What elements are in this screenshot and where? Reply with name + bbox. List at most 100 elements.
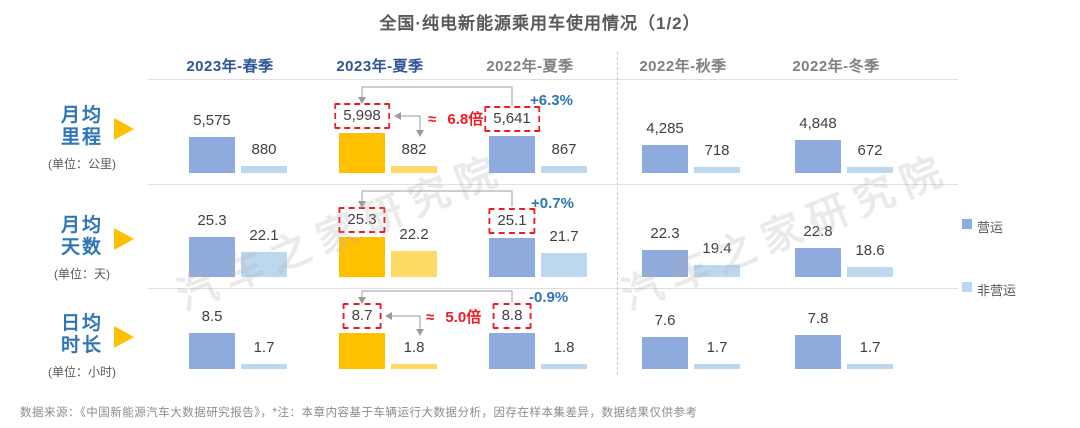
legend-label: 营运 [977, 220, 1004, 235]
column-header-3: 2022年-秋季 [639, 58, 727, 75]
row-unit-1: (单位：天) [54, 267, 110, 281]
value-non-operating: 1.8 [403, 339, 425, 356]
value-operating: 25.3 [197, 212, 227, 229]
value-operating: 8.8 [492, 303, 532, 329]
value-non-operating: 718 [704, 142, 730, 159]
bar-operating [189, 237, 235, 277]
bar-operating [795, 248, 841, 277]
bar-non-operating [847, 364, 893, 369]
column-header-4: 2022年-冬季 [792, 58, 880, 75]
value-operating: 7.6 [654, 312, 676, 329]
value-non-operating: 22.1 [249, 227, 279, 244]
bar-non-operating [694, 167, 740, 173]
bar-operating [642, 145, 688, 173]
yoy-annotation-hours: -0.9% [529, 289, 569, 306]
bar-operating [339, 333, 385, 369]
yoy-annotation-days: +0.7% [531, 195, 574, 212]
ratio-connector-hours [391, 315, 421, 329]
bar-operating [189, 137, 235, 173]
value-operating: 5,998 [334, 103, 390, 129]
column-header-1: 2023年-夏季 [336, 58, 424, 75]
value-non-operating: 1.8 [553, 339, 575, 356]
bar-operating [489, 333, 535, 369]
value-operating: 5,575 [193, 112, 231, 129]
value-non-operating: 1.7 [859, 339, 881, 356]
value-non-operating: 672 [857, 142, 883, 159]
row-unit-2: (单位：小时) [48, 365, 116, 379]
arrowhead-down-icon [416, 329, 424, 336]
value-operating: 8.7 [342, 303, 382, 329]
row-label-2: 时长 [60, 335, 103, 356]
row-label-2: 日均 [60, 313, 103, 334]
value-operating: 5,641 [484, 106, 540, 132]
value-non-operating: 880 [251, 141, 277, 158]
value-non-operating: 1.7 [706, 339, 728, 356]
legend-swatch [962, 219, 972, 229]
bar-non-operating [541, 166, 587, 173]
bar-non-operating [391, 251, 437, 277]
bar-non-operating [541, 364, 587, 369]
bar-non-operating [847, 267, 893, 277]
value-non-operating: 867 [551, 141, 577, 158]
ratio-connector-mileage [400, 115, 421, 130]
value-non-operating: 18.6 [855, 242, 885, 259]
value-operating: 4,285 [646, 120, 684, 137]
bar-operating [489, 136, 535, 173]
value-non-operating: 22.2 [399, 226, 429, 243]
value-non-operating: 21.7 [549, 228, 579, 245]
yoy-connector-days [361, 190, 513, 207]
bar-operating [642, 337, 688, 369]
chart-title: 全国·纯电新能源乘用车使用情况（1/2） [379, 14, 701, 33]
value-operating: 7.8 [807, 310, 829, 327]
arrowhead-down-icon [416, 130, 424, 137]
ratio-annotation-hours: ≈ 5.0倍 [426, 309, 482, 326]
column-divider-line [617, 52, 618, 375]
row-pointer-icon [114, 326, 134, 348]
arrowhead-left-icon [394, 112, 401, 120]
ratio-annotation-mileage: ≈ 6.8倍 [428, 111, 484, 128]
bar-non-operating [847, 167, 893, 173]
source-note: 数据来源：《中国新能源汽车大数据研究报告》，*注：本章内容基于车辆运行大数据分析… [20, 407, 698, 419]
bar-non-operating [391, 364, 437, 369]
yoy-connector-hours [361, 290, 513, 302]
row-label-1: 月均 [60, 215, 103, 236]
legend-swatch [962, 282, 972, 292]
value-operating: 4,848 [799, 115, 837, 132]
value-non-operating: 19.4 [702, 240, 732, 257]
value-operating: 8.5 [201, 308, 223, 325]
arrowhead-left-icon [385, 312, 392, 320]
bar-non-operating [694, 364, 740, 369]
bar-operating [795, 335, 841, 369]
row-label-0: 里程 [60, 127, 103, 148]
row-separator-line [148, 184, 958, 185]
bar-operating [339, 237, 385, 277]
bar-operating [642, 250, 688, 277]
value-operating: 25.1 [488, 208, 536, 234]
bar-non-operating [241, 166, 287, 173]
value-operating: 22.3 [650, 225, 680, 242]
bar-operating [339, 133, 385, 173]
column-header-2: 2022年-夏季 [486, 58, 574, 75]
bar-operating [795, 140, 841, 173]
value-operating: 25.3 [338, 207, 386, 233]
bar-operating [489, 238, 535, 277]
legend-label: 非营运 [977, 283, 1017, 298]
row-pointer-icon [114, 228, 134, 250]
yoy-annotation-mileage: +6.3% [530, 92, 573, 109]
bar-non-operating [694, 265, 740, 277]
value-operating: 22.8 [803, 223, 833, 240]
row-unit-0: (单位：公里) [48, 157, 116, 171]
row-label-1: 天数 [60, 237, 103, 258]
value-non-operating: 1.7 [253, 339, 275, 356]
row-separator-line [148, 79, 958, 80]
bar-operating [189, 333, 235, 369]
row-pointer-icon [114, 118, 134, 140]
bar-non-operating [241, 252, 287, 277]
bar-non-operating [391, 166, 437, 173]
row-label-0: 月均 [60, 105, 103, 126]
bar-non-operating [541, 253, 587, 277]
row-separator-line [148, 288, 958, 289]
value-non-operating: 882 [401, 141, 427, 158]
bar-non-operating [241, 364, 287, 369]
